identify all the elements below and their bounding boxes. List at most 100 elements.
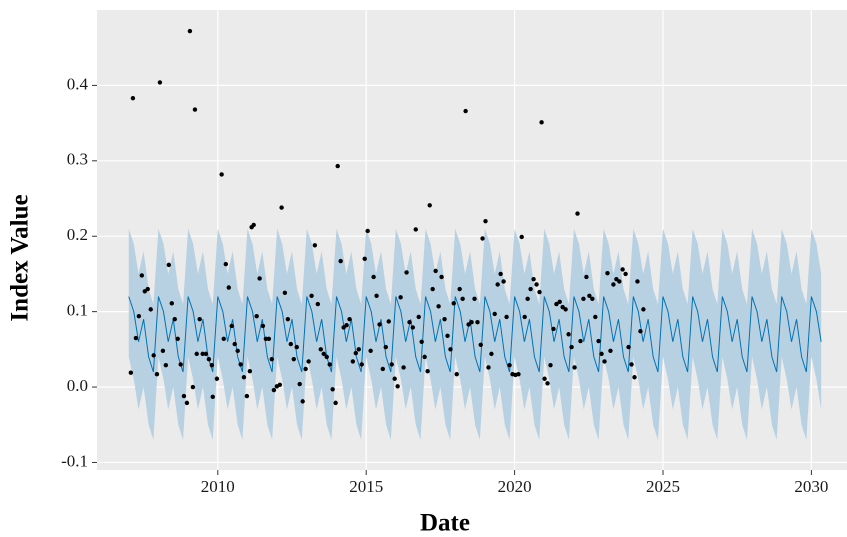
y-tick-label: 0.4 [67, 74, 89, 93]
observed-point [593, 314, 598, 320]
observed-point [194, 351, 199, 357]
observed-point [148, 307, 153, 312]
observed-point [318, 347, 323, 352]
observed-point [297, 381, 302, 387]
observed-point [590, 296, 595, 302]
observed-point [247, 369, 253, 374]
observed-point [611, 282, 616, 287]
observed-point [537, 289, 542, 295]
y-axis-title: Index Value [7, 194, 34, 321]
observed-point [251, 222, 256, 228]
x-tick-label: 2025 [646, 477, 680, 496]
observed-point [422, 354, 427, 360]
observed-point [244, 393, 250, 399]
x-tick-label: 2030 [794, 477, 828, 496]
observed-point [413, 227, 418, 232]
observed-point [271, 387, 277, 393]
observed-point [203, 351, 209, 357]
observed-point [519, 234, 524, 240]
observed-point [608, 348, 613, 354]
observed-point [285, 316, 291, 322]
observed-point [430, 286, 435, 292]
observed-point [460, 296, 465, 302]
observed-point [386, 319, 391, 324]
observed-point [169, 301, 174, 306]
observed-point [469, 319, 474, 325]
observed-point [306, 359, 311, 364]
observed-point [294, 344, 299, 350]
observed-point [389, 362, 394, 367]
observed-point [309, 293, 314, 299]
observed-point [341, 325, 346, 330]
observed-point [448, 347, 453, 352]
x-axis-title: Date [420, 510, 470, 537]
observed-point [315, 301, 321, 307]
observed-point [380, 366, 386, 372]
observed-point [457, 286, 462, 292]
observed-point [542, 376, 547, 381]
observed-point [551, 326, 556, 332]
observed-point [288, 341, 294, 347]
observed-point [359, 362, 364, 367]
observed-point [377, 322, 382, 327]
observed-point [439, 274, 444, 280]
observed-point [395, 384, 400, 389]
x-tick-label: 2015 [349, 477, 383, 496]
observed-point [300, 399, 305, 404]
y-tick-label: 0.0 [67, 376, 88, 395]
observed-point [200, 351, 205, 357]
observed-point [374, 293, 379, 299]
observed-point [166, 262, 172, 268]
observed-point [238, 362, 243, 367]
observed-point [223, 261, 229, 267]
observed-point [548, 362, 553, 368]
observed-point [516, 372, 521, 377]
observed-point [489, 351, 494, 357]
observed-point [560, 304, 565, 310]
observed-point [599, 351, 604, 357]
observed-point [635, 279, 640, 284]
y-tick-label: 0.1 [67, 301, 88, 320]
observed-point [160, 348, 166, 354]
observed-point [303, 366, 308, 372]
observed-point [486, 365, 491, 370]
observed-point [327, 362, 332, 367]
observed-point [478, 342, 483, 348]
observed-point [383, 344, 388, 350]
observed-point [495, 282, 500, 287]
observed-point [151, 353, 156, 358]
observed-point [404, 270, 409, 275]
uncertainty-band [128, 228, 822, 440]
observed-point [279, 205, 284, 210]
observed-point [569, 344, 574, 350]
observed-point [584, 274, 589, 280]
observed-point [614, 277, 619, 282]
observed-point [632, 375, 637, 380]
observed-point [157, 80, 163, 85]
observed-point [528, 286, 533, 292]
observed-point [197, 316, 202, 322]
forecast-line [128, 296, 822, 373]
observed-point [190, 384, 196, 390]
observed-point [324, 354, 329, 360]
observed-point [344, 323, 349, 328]
observed-point [563, 307, 568, 312]
observed-point [401, 365, 406, 370]
observed-point [338, 258, 343, 264]
x-tick-label: 2020 [498, 477, 532, 496]
observed-point [451, 301, 456, 306]
observed-point [142, 289, 147, 294]
observed-point [475, 319, 480, 325]
observed-point [257, 276, 262, 281]
observed-point [362, 256, 367, 262]
observed-point [187, 28, 193, 34]
observed-point [539, 120, 544, 125]
observed-point [277, 382, 283, 387]
observed-point [130, 96, 136, 101]
observed-point [219, 172, 224, 177]
observed-point [425, 369, 430, 374]
observed-point [605, 270, 610, 276]
observed-point [472, 296, 477, 302]
observed-point [392, 376, 397, 381]
